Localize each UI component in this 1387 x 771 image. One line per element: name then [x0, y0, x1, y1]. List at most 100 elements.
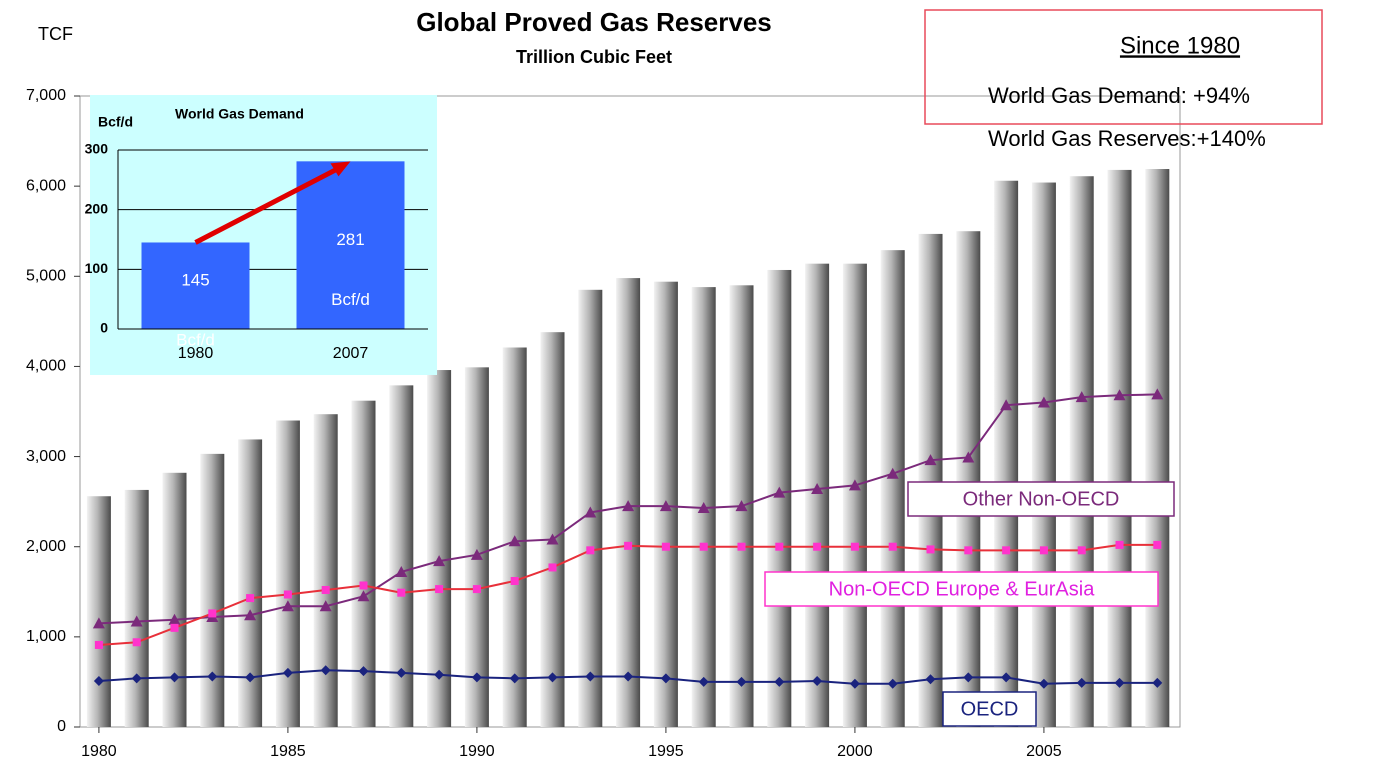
marker [813, 542, 822, 551]
marker [850, 542, 859, 551]
marker [320, 665, 331, 676]
marker [886, 467, 899, 479]
marker [586, 546, 595, 555]
x-tick-label: 1990 [459, 743, 495, 760]
annotation-box [924, 9, 1323, 125]
marker [244, 609, 257, 621]
x-tick-label: 1980 [81, 743, 117, 760]
inset-title: World Gas Demand [175, 106, 304, 122]
marker [168, 613, 181, 625]
marker [811, 483, 824, 495]
bar [124, 489, 149, 727]
bar [956, 231, 981, 727]
series-label-box [942, 691, 1037, 727]
marker [509, 673, 520, 684]
marker [397, 588, 406, 597]
bar [842, 263, 867, 727]
marker [396, 667, 407, 678]
bar [427, 370, 452, 727]
marker [660, 673, 671, 684]
bar [994, 180, 1019, 728]
inset-bar [296, 161, 405, 329]
bar [86, 496, 111, 727]
marker [246, 594, 255, 603]
marker [736, 676, 747, 687]
x-tick-label: 2000 [837, 743, 873, 760]
marker [1039, 546, 1048, 555]
annotation-title: Since 1980 [1120, 32, 1240, 59]
marker [207, 671, 218, 682]
y-tick-label: 4,000 [26, 358, 66, 375]
marker [849, 678, 860, 689]
series-label: Other Non-OECD [963, 488, 1120, 510]
bar [162, 472, 187, 727]
bar [767, 269, 792, 727]
marker [94, 640, 103, 649]
bar [880, 250, 905, 727]
inset-bar [141, 242, 250, 329]
series-label-box [764, 571, 1159, 607]
x-tick-label: 2005 [1026, 743, 1062, 760]
bar [1145, 169, 1170, 727]
marker [130, 615, 143, 627]
marker [661, 542, 670, 551]
bar [200, 453, 225, 727]
series-label: OECD [961, 698, 1019, 720]
inset-y-tick-label: 0 [100, 320, 108, 336]
y-tick-label: 5,000 [26, 268, 66, 285]
marker [357, 590, 370, 602]
marker [1114, 677, 1125, 688]
marker [1076, 677, 1087, 688]
marker [358, 666, 369, 677]
marker [395, 565, 408, 577]
marker [735, 500, 748, 512]
series-label-box [907, 481, 1175, 517]
x-tick-label: 1985 [270, 743, 306, 760]
marker [93, 676, 104, 687]
inset-y-tick-label: 200 [85, 200, 109, 216]
marker [472, 585, 481, 594]
marker [359, 581, 368, 590]
marker [848, 479, 861, 491]
inset-y-tick-label: 300 [85, 141, 109, 157]
series-label: Non-OECD Europe & EurAsia [829, 578, 1096, 600]
marker [546, 533, 559, 545]
inset-x-tick-label: 2007 [333, 345, 369, 362]
marker [774, 676, 785, 687]
chart-title: Global Proved Gas Reserves [416, 7, 772, 37]
bar [464, 367, 489, 727]
marker [547, 672, 558, 683]
marker [1151, 388, 1164, 400]
marker [321, 585, 330, 594]
marker [471, 672, 482, 683]
y-tick-label: 3,000 [26, 448, 66, 465]
marker [433, 555, 446, 567]
bar [313, 414, 338, 727]
inset-y-tick-label: 100 [85, 260, 109, 276]
y-tick-label: 7,000 [26, 87, 66, 104]
chart-subtitle: Trillion Cubic Feet [516, 47, 672, 67]
marker [1113, 389, 1126, 401]
marker [812, 676, 823, 687]
marker [924, 454, 937, 466]
marker [659, 500, 672, 512]
marker [245, 672, 256, 683]
main-plot: 0 1,000 2,000 3,000 4,000 5,000 6,000 7,000 1980… [26, 87, 1181, 760]
inset-y-label: Bcf/d [98, 114, 133, 130]
marker [887, 678, 898, 689]
marker [170, 623, 179, 632]
y-tick-label: 0 [57, 718, 66, 735]
y-tick-label: 2,000 [26, 538, 66, 555]
marker [775, 542, 784, 551]
marker [622, 500, 635, 512]
bar [540, 332, 565, 727]
y-axis-label: TCF [38, 24, 73, 44]
marker [169, 672, 180, 683]
marker [208, 609, 217, 618]
marker [281, 600, 294, 612]
annotation: Since 1980 World Gas Demand: +94% World Ga… [924, 9, 1323, 151]
marker [925, 674, 936, 685]
marker [1115, 540, 1124, 549]
marker [926, 545, 935, 554]
